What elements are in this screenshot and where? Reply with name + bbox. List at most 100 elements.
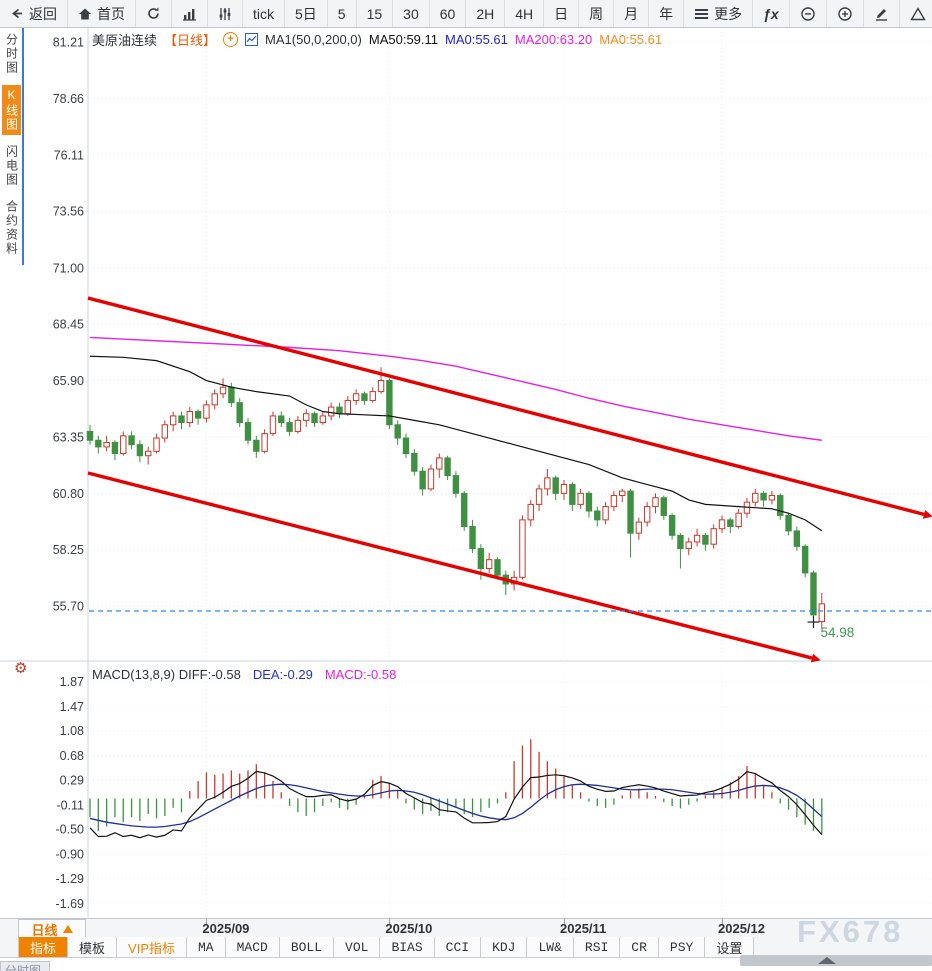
toolbar-button-week[interactable]: 周 xyxy=(579,0,615,27)
svg-text:58.25: 58.25 xyxy=(53,543,84,557)
svg-text:81.21: 81.21 xyxy=(53,36,84,50)
indicator-tab-4[interactable]: MACD xyxy=(225,937,280,957)
ma50-value: MA50:59.11 xyxy=(368,32,439,47)
toolbar-button-min30[interactable]: 30 xyxy=(393,0,430,27)
ma0-blue-value: MA0:55.61 xyxy=(445,32,508,47)
macd-params-and-diff: MACD(13,8,9) DIFF:-0.58 xyxy=(92,667,241,682)
macd-layer xyxy=(89,739,823,835)
toolbar-button-hour2[interactable]: 2H xyxy=(466,0,506,27)
indicator-tab-7[interactable]: BIAS xyxy=(380,937,435,957)
indicator-tab-13[interactable]: PSY xyxy=(658,937,706,957)
fx678-watermark: FX678 xyxy=(797,914,904,949)
indicator-tab-5[interactable]: BOLL xyxy=(279,937,335,957)
toolbar-button-min15[interactable]: 15 xyxy=(357,0,394,27)
x-axis-tick xyxy=(722,919,724,924)
chart-type-sidebar: 分时图 K线图闪电图合约资料 xyxy=(0,28,24,265)
toolbar-button-year[interactable]: 年 xyxy=(649,0,685,27)
ma-settings: MA1(50,0,200,0) xyxy=(265,32,362,47)
indicator-tab-9[interactable]: KDJ xyxy=(481,937,528,957)
toolbar-button-min60[interactable]: 60 xyxy=(430,0,467,27)
grid-layer: 81.21 78.66 76.11 73.56 71.00 68.45 65.90 63.35… xyxy=(0,28,932,917)
macd-settings-icon[interactable]: ⚙ xyxy=(14,660,28,677)
indicator-tab-12[interactable]: CR xyxy=(620,937,659,957)
svg-text:78.66: 78.66 xyxy=(53,92,84,106)
indicator-tab-10[interactable]: LW& xyxy=(527,937,574,957)
toolbar-button-label: ƒx xyxy=(763,5,779,22)
toolbar-button-label: 5 xyxy=(337,5,346,22)
svg-text:55.70: 55.70 xyxy=(53,600,84,614)
indicator-tab-2[interactable]: VIP指标 xyxy=(117,937,187,957)
bar-chart-icon xyxy=(182,7,197,21)
indicator-tab-6[interactable]: VOL xyxy=(334,937,381,957)
svg-text:-0.11: -0.11 xyxy=(56,798,84,812)
indicator-tab-14[interactable]: 设置 xyxy=(705,937,755,957)
svg-text:65.90: 65.90 xyxy=(53,374,84,388)
chart-header: 美原油连续 【日线】 + MA1(50,0,200,0) MA50:59.11 … xyxy=(92,30,662,49)
ma50-line xyxy=(89,355,823,532)
toolbar-button-label: 月 xyxy=(624,5,639,22)
toolbar-button-five-day[interactable]: 5日 xyxy=(285,0,328,27)
toolbar-button-label: 60 xyxy=(439,5,456,22)
toolbar-button-fx[interactable]: ƒx xyxy=(753,0,790,27)
x-axis-label-3: 2025/12 xyxy=(718,921,766,936)
indicator-tab-3[interactable]: MA xyxy=(187,937,226,957)
toolbar-button-back[interactable]: 返回 xyxy=(0,0,68,27)
toolbar-button-day[interactable]: 日 xyxy=(544,0,580,27)
indicator-tab-11[interactable]: RSI xyxy=(573,937,621,957)
diff-line xyxy=(89,770,823,839)
ma0-orange-value: MA0:55.61 xyxy=(599,32,663,47)
x-axis-tick xyxy=(564,919,565,924)
svg-text:1.87: 1.87 xyxy=(60,675,84,689)
sliders-icon xyxy=(218,7,232,21)
svg-text:-0.90: -0.90 xyxy=(56,848,85,862)
period-selector[interactable]: 日线 xyxy=(18,919,86,939)
toolbar-button-refresh[interactable] xyxy=(136,0,172,27)
kline-chart-icon xyxy=(245,33,259,46)
toolbar-button-label: 周 xyxy=(589,5,604,22)
add-indicator-icon[interactable]: + xyxy=(223,32,239,47)
toolbar-button-label: 返回 xyxy=(29,5,57,22)
symbol-name: 美原油连续 xyxy=(92,33,158,48)
toolbar-button-min5[interactable]: 5 xyxy=(328,0,357,27)
toolbar-button-label: 15 xyxy=(366,5,383,22)
indicator-tab-1[interactable]: 模板 xyxy=(68,937,118,957)
sidebar-item-1[interactable]: K线图 xyxy=(1,85,21,135)
toolbar-button-home[interactable]: 首页 xyxy=(68,0,136,27)
toolbar-button-shapes[interactable] xyxy=(900,0,932,27)
toolbar-button-more[interactable]: 更多 xyxy=(684,0,754,27)
svg-text:1.47: 1.47 xyxy=(60,700,84,714)
toolbar-button-sliders[interactable] xyxy=(208,0,243,27)
candles-layer xyxy=(86,367,826,629)
toolbar-button-label: 首页 xyxy=(97,5,125,22)
toolbar-button-bar-chart[interactable] xyxy=(172,0,208,27)
dea-value: DEA:-0.29 xyxy=(252,667,313,682)
sidebar-item-3[interactable]: 合约资料 xyxy=(4,200,19,256)
toolbar-button-month[interactable]: 月 xyxy=(614,0,650,27)
x-axis-label-2: 2025/11 xyxy=(560,921,607,936)
svg-text:0.68: 0.68 xyxy=(60,749,84,763)
toolbar-button-zoom-out[interactable] xyxy=(790,0,827,27)
x-axis-tick xyxy=(206,919,208,924)
macd-value: MACD:-0.58 xyxy=(324,667,397,682)
partial-bottom-tab[interactable]: 分时图 xyxy=(0,961,50,971)
expand-arrow-icon[interactable] xyxy=(818,957,836,964)
channel-lines-layer[interactable] xyxy=(87,296,932,663)
toolbar-button-label: 4H xyxy=(515,5,534,22)
sidebar-item-2[interactable]: 闪电图 xyxy=(4,145,19,187)
toolbar-button-draw[interactable] xyxy=(864,0,900,27)
indicator-tab-0[interactable]: 指标 xyxy=(18,937,69,957)
toolbar-button-hour4[interactable]: 4H xyxy=(505,0,545,27)
toolbar-button-zoom-in[interactable] xyxy=(827,0,864,27)
x-axis-label-0: 2025/09 xyxy=(202,921,250,936)
chevron-up-icon xyxy=(62,925,73,933)
sidebar-item-0[interactable]: 分时图 xyxy=(4,33,19,75)
svg-text:71.00: 71.00 xyxy=(53,261,84,275)
toolbar-button-label: tick xyxy=(253,5,274,22)
toolbar-button-label: 更多 xyxy=(714,5,743,22)
bottom-strip: 日线 2025/09 2025/10 2025/11 2025/12 指标 模板 VIP指… xyxy=(0,914,932,971)
indicator-tab-8[interactable]: CCI xyxy=(434,937,482,957)
bottom-scrollbar[interactable] xyxy=(740,955,932,966)
toolbar-button-tick[interactable]: tick xyxy=(243,0,285,27)
